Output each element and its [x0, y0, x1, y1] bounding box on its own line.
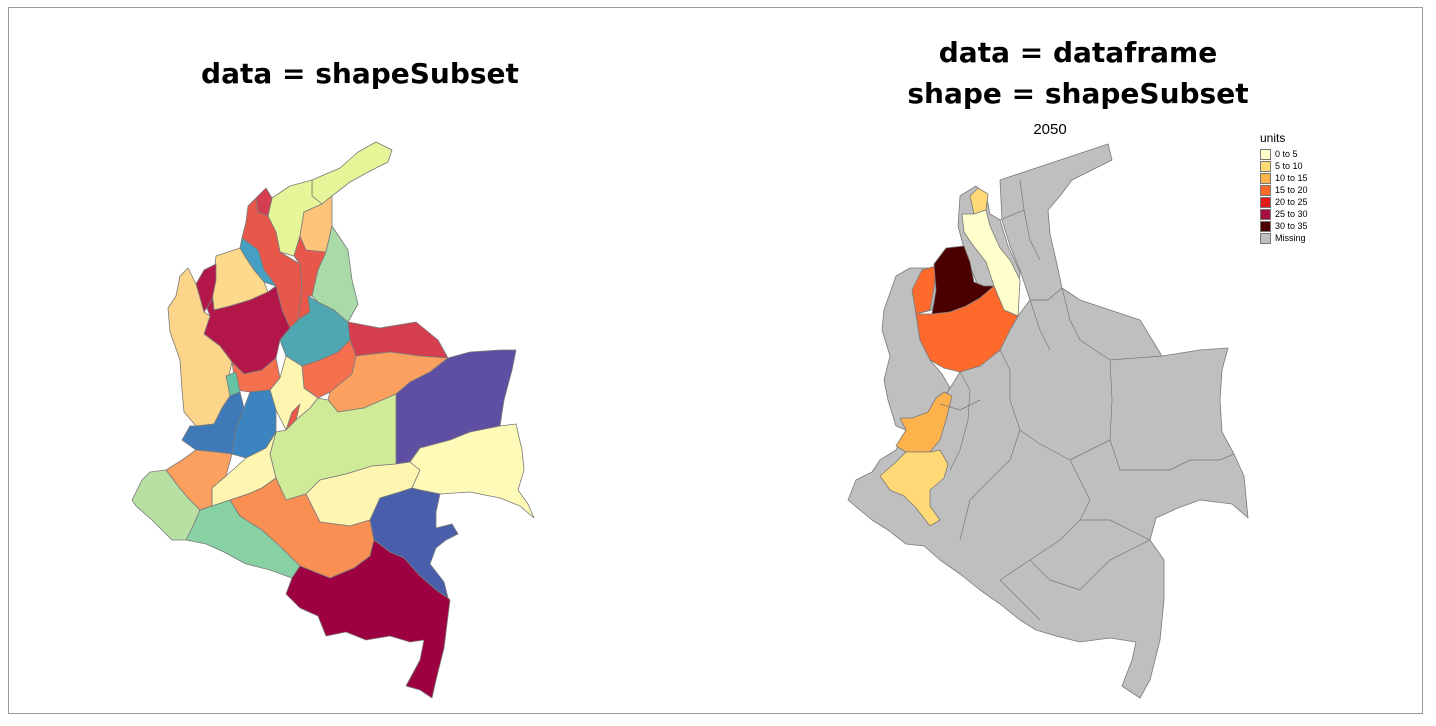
legend-item: 30 to 35 — [1260, 220, 1308, 232]
left-panel-title: data = shapeSubset — [201, 57, 519, 90]
map-legend: units 0 to 5 5 to 10 10 to 15 15 to 20 2… — [1260, 131, 1308, 244]
region-missing-north — [999, 143, 1113, 301]
region-cesar-east — [311, 225, 359, 323]
legend-swatch — [1260, 172, 1271, 184]
right-panel-title-line1: data = dataframe — [938, 36, 1218, 69]
legend-label: 30 to 35 — [1275, 221, 1308, 231]
legend-label: Missing — [1275, 233, 1306, 243]
legend-item: 5 to 10 — [1260, 160, 1308, 172]
region-missing-east — [847, 287, 1249, 699]
legend-item: 20 to 25 — [1260, 196, 1308, 208]
legend-item: 10 to 15 — [1260, 172, 1308, 184]
region-amazonas — [285, 539, 451, 699]
legend-swatch — [1260, 148, 1271, 160]
legend-swatch — [1260, 208, 1271, 220]
legend-title: units — [1260, 131, 1286, 145]
legend-swatch — [1260, 196, 1271, 208]
legend-label: 0 to 5 — [1275, 149, 1298, 159]
legend-swatch — [1260, 220, 1271, 232]
right-panel-title-line2: shape = shapeSubset — [907, 77, 1249, 110]
legend-label: 10 to 15 — [1275, 173, 1308, 183]
legend-label: 5 to 10 — [1275, 161, 1303, 171]
legend-swatch — [1260, 184, 1271, 196]
legend-item: 15 to 20 — [1260, 184, 1308, 196]
legend-label: 20 to 25 — [1275, 197, 1308, 207]
region-bolivar-2050 — [961, 209, 1021, 317]
region-atlantico-2050 — [969, 187, 989, 215]
legend-item: 0 to 5 — [1260, 148, 1308, 160]
map-year-title: 2050 — [1033, 121, 1067, 138]
region-antioquia-south — [915, 285, 1019, 373]
legend-item: 25 to 30 — [1260, 208, 1308, 220]
legend-label: 15 to 20 — [1275, 185, 1308, 195]
legend-label: 25 to 30 — [1275, 209, 1308, 219]
region-cauca-2050 — [879, 449, 949, 527]
legend-swatch — [1260, 232, 1271, 244]
legend-item: Missing — [1260, 232, 1308, 244]
legend-swatch — [1260, 160, 1271, 172]
